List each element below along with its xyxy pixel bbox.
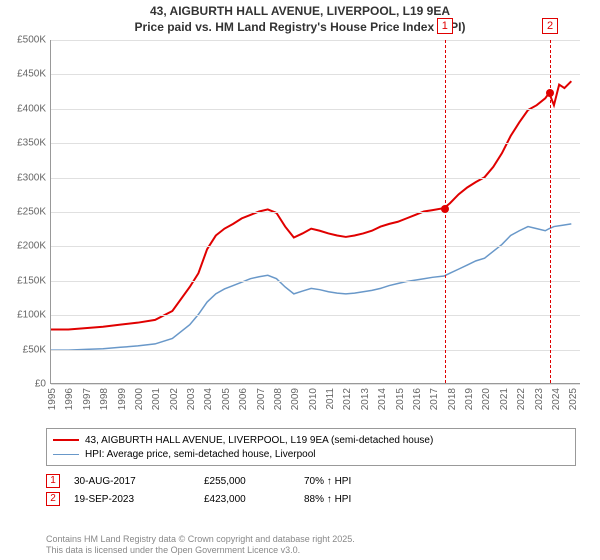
sale-row-date: 30-AUG-2017 <box>74 476 204 487</box>
sale-row-price: £423,000 <box>204 494 304 505</box>
x-tick-label: 2007 <box>256 388 267 410</box>
x-tick-label: 2001 <box>151 388 162 410</box>
x-tick-label: 1999 <box>117 388 128 410</box>
sale-dot <box>546 89 554 97</box>
sale-marker-badge: 2 <box>542 18 558 34</box>
x-axis: 1995 1996 1997 1998 1999 2000 2001 2002 2003 2004… <box>50 384 580 420</box>
x-tick-label: 1996 <box>64 388 75 410</box>
x-tick-label: 2005 <box>221 388 232 410</box>
x-tick-label: 2018 <box>447 388 458 410</box>
x-tick-label: 2019 <box>464 388 475 410</box>
legend-swatch-hpi <box>53 454 79 455</box>
sale-row: 2 19-SEP-2023£423,00088% ↑ HPI <box>46 490 576 508</box>
y-tick-label: £250K <box>17 207 46 218</box>
gridline-h <box>51 350 580 351</box>
sale-row-price: £255,000 <box>204 476 304 487</box>
chart-area: £0 £50K £100K £150K £200K £250K £300K £350K £400… <box>4 40 596 420</box>
x-tick-label: 2004 <box>203 388 214 410</box>
y-tick-label: £100K <box>17 310 46 321</box>
gridline-h <box>51 74 580 75</box>
y-tick-label: £50K <box>23 344 46 355</box>
gridline-h <box>51 246 580 247</box>
y-tick-label: £200K <box>17 241 46 252</box>
x-tick-label: 2009 <box>290 388 301 410</box>
sale-row-badge: 1 <box>46 474 60 488</box>
sales-table: 1 30-AUG-2017£255,00070% ↑ HPI 2 19-SEP-202… <box>46 472 576 508</box>
y-tick-label: £0 <box>35 379 46 390</box>
x-tick-label: 2014 <box>377 388 388 410</box>
y-tick-label: £300K <box>17 172 46 183</box>
line-property <box>51 81 571 329</box>
gridline-h <box>51 40 580 41</box>
x-tick-label: 1997 <box>82 388 93 410</box>
x-tick-label: 2006 <box>238 388 249 410</box>
sale-row-badge: 2 <box>46 492 60 506</box>
y-tick-label: £350K <box>17 138 46 149</box>
x-tick-label: 2017 <box>429 388 440 410</box>
sale-row-pct: 88% ↑ HPI <box>304 494 424 505</box>
x-tick-label: 2010 <box>308 388 319 410</box>
x-tick-label: 2020 <box>481 388 492 410</box>
gridline-h <box>51 212 580 213</box>
x-tick-label: 2016 <box>412 388 423 410</box>
sale-row: 1 30-AUG-2017£255,00070% ↑ HPI <box>46 472 576 490</box>
y-tick-label: £150K <box>17 275 46 286</box>
legend-label-property: 43, AIGBURTH HALL AVENUE, LIVERPOOL, L19… <box>85 435 433 446</box>
line-hpi <box>51 224 571 350</box>
title-block: 43, AIGBURTH HALL AVENUE, LIVERPOOL, L19… <box>0 0 600 35</box>
gridline-h <box>51 143 580 144</box>
x-tick-label: 2012 <box>342 388 353 410</box>
gridline-h <box>51 178 580 179</box>
x-tick-label: 2025 <box>568 388 579 410</box>
x-tick-label: 2000 <box>134 388 145 410</box>
footer-attribution: Contains HM Land Registry data © Crown c… <box>46 534 355 557</box>
gridline-h <box>51 109 580 110</box>
sale-marker-badge: 1 <box>437 18 453 34</box>
sale-dot <box>441 205 449 213</box>
plot-area: 12 <box>50 40 580 384</box>
x-tick-label: 2022 <box>516 388 527 410</box>
y-axis: £0£50K£100K£150K£200K£250K£300K£350K£400… <box>4 40 50 384</box>
chart-container: 43, AIGBURTH HALL AVENUE, LIVERPOOL, L19… <box>0 0 600 560</box>
x-tick-label: 2011 <box>325 388 336 410</box>
x-tick-label: 2015 <box>395 388 406 410</box>
sale-row-pct: 70% ↑ HPI <box>304 476 424 487</box>
legend-and-sales: 43, AIGBURTH HALL AVENUE, LIVERPOOL, L19… <box>46 428 576 508</box>
footer-line1: Contains HM Land Registry data © Crown c… <box>46 534 355 545</box>
footer-line2: This data is licensed under the Open Gov… <box>46 545 355 556</box>
gridline-h <box>51 281 580 282</box>
title-subtitle: Price paid vs. HM Land Registry's House … <box>0 20 600 36</box>
x-tick-label: 2003 <box>186 388 197 410</box>
y-tick-label: £500K <box>17 35 46 46</box>
x-tick-label: 2008 <box>273 388 284 410</box>
y-tick-label: £450K <box>17 69 46 80</box>
x-tick-label: 2002 <box>169 388 180 410</box>
legend-swatch-property <box>53 439 79 441</box>
legend-row-hpi: HPI: Average price, semi-detached house,… <box>53 447 569 461</box>
x-tick-label: 1998 <box>99 388 110 410</box>
x-tick-label: 2013 <box>360 388 371 410</box>
x-tick-label: 1995 <box>47 388 58 410</box>
legend-row-property: 43, AIGBURTH HALL AVENUE, LIVERPOOL, L19… <box>53 433 569 447</box>
x-tick-label: 2024 <box>551 388 562 410</box>
sale-row-date: 19-SEP-2023 <box>74 494 204 505</box>
y-tick-label: £400K <box>17 103 46 114</box>
legend-box: 43, AIGBURTH HALL AVENUE, LIVERPOOL, L19… <box>46 428 576 466</box>
legend-label-hpi: HPI: Average price, semi-detached house,… <box>85 449 316 460</box>
gridline-h <box>51 315 580 316</box>
title-address: 43, AIGBURTH HALL AVENUE, LIVERPOOL, L19… <box>0 4 600 20</box>
x-tick-label: 2021 <box>499 388 510 410</box>
x-tick-label: 2023 <box>534 388 545 410</box>
